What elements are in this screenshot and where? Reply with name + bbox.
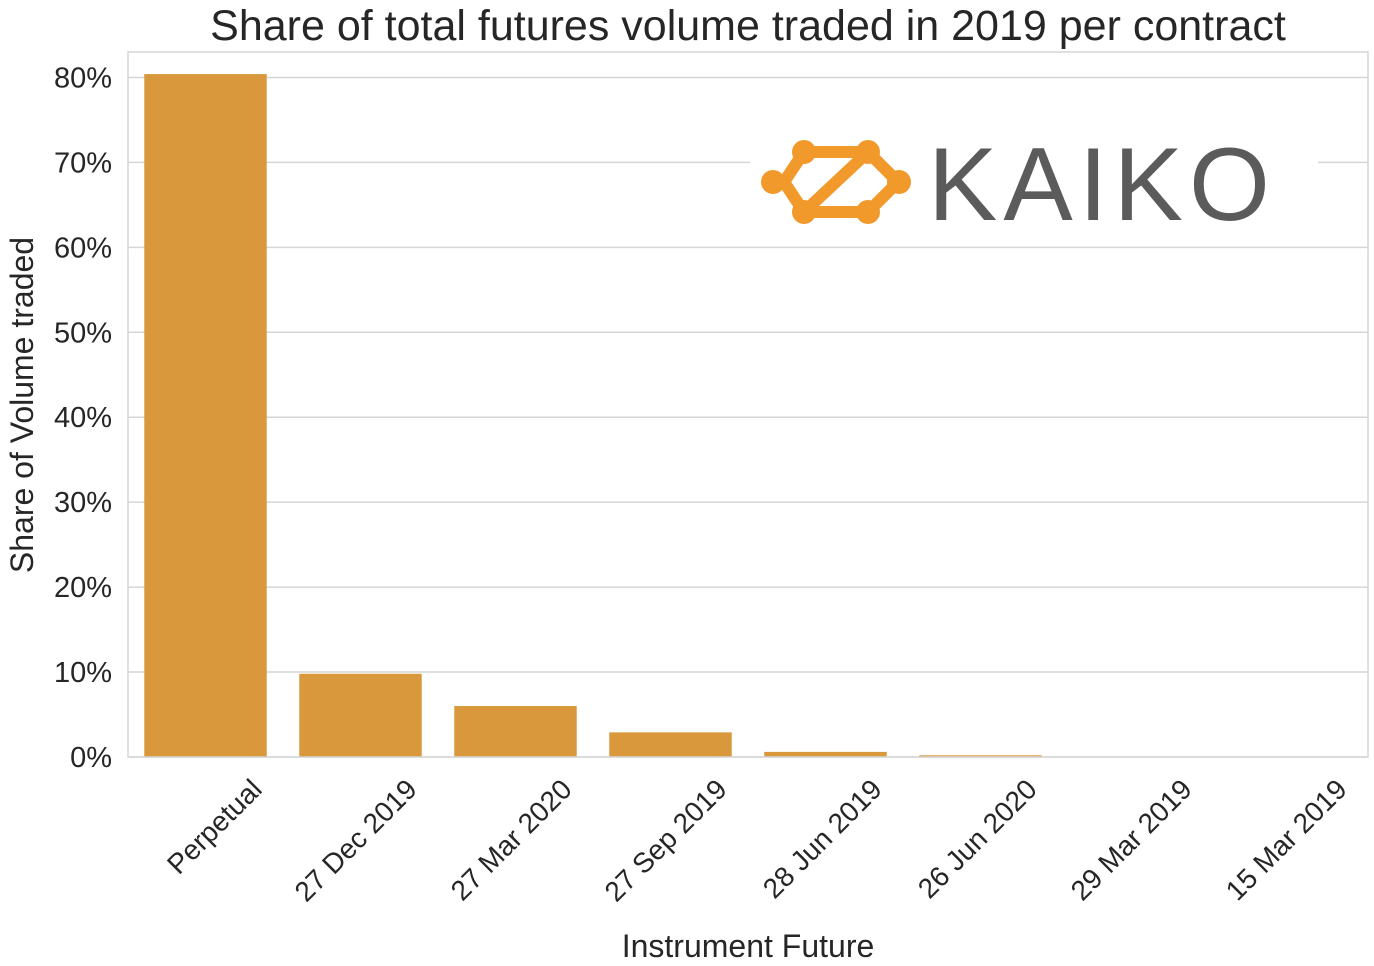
- x-tick-label: 26 Jun 2020: [912, 773, 1043, 904]
- y-tick-label: 30%: [54, 487, 112, 519]
- x-tick-label: Perpetual: [161, 773, 268, 880]
- kaiko-wordmark: KAIKO: [928, 127, 1276, 243]
- y-tick-label: 10%: [54, 657, 112, 689]
- bar: [299, 674, 421, 757]
- x-tick-label: 15 Mar 2019: [1220, 773, 1353, 906]
- y-tick-label: 70%: [54, 147, 112, 179]
- bar: [454, 706, 576, 757]
- y-tick-label: 80%: [54, 62, 112, 94]
- y-tick-label: 0%: [70, 742, 112, 774]
- x-tick-label: 28 Jun 2019: [757, 773, 888, 904]
- bar: [764, 752, 886, 757]
- y-axis-label: Share of Volume traded: [2, 237, 42, 573]
- y-tick-label: 40%: [54, 402, 112, 434]
- x-tick-label: 27 Mar 2020: [445, 773, 578, 906]
- y-tick-label: 50%: [54, 317, 112, 349]
- y-axis-ticks: 0% 10% 20% 30% 40% 50% 60% 70% 80%: [54, 62, 112, 774]
- bar: [144, 74, 266, 757]
- x-axis-label: Instrument Future: [128, 926, 1368, 966]
- y-tick-label: 60%: [54, 232, 112, 264]
- y-tick-label: 20%: [54, 572, 112, 604]
- x-tick-label: 27 Sep 2019: [599, 773, 733, 907]
- x-tick-label: 29 Mar 2019: [1065, 773, 1198, 906]
- bar: [609, 732, 731, 757]
- kaiko-watermark: KAIKO: [750, 125, 1318, 243]
- x-tick-label: 27 Dec 2019: [289, 773, 423, 907]
